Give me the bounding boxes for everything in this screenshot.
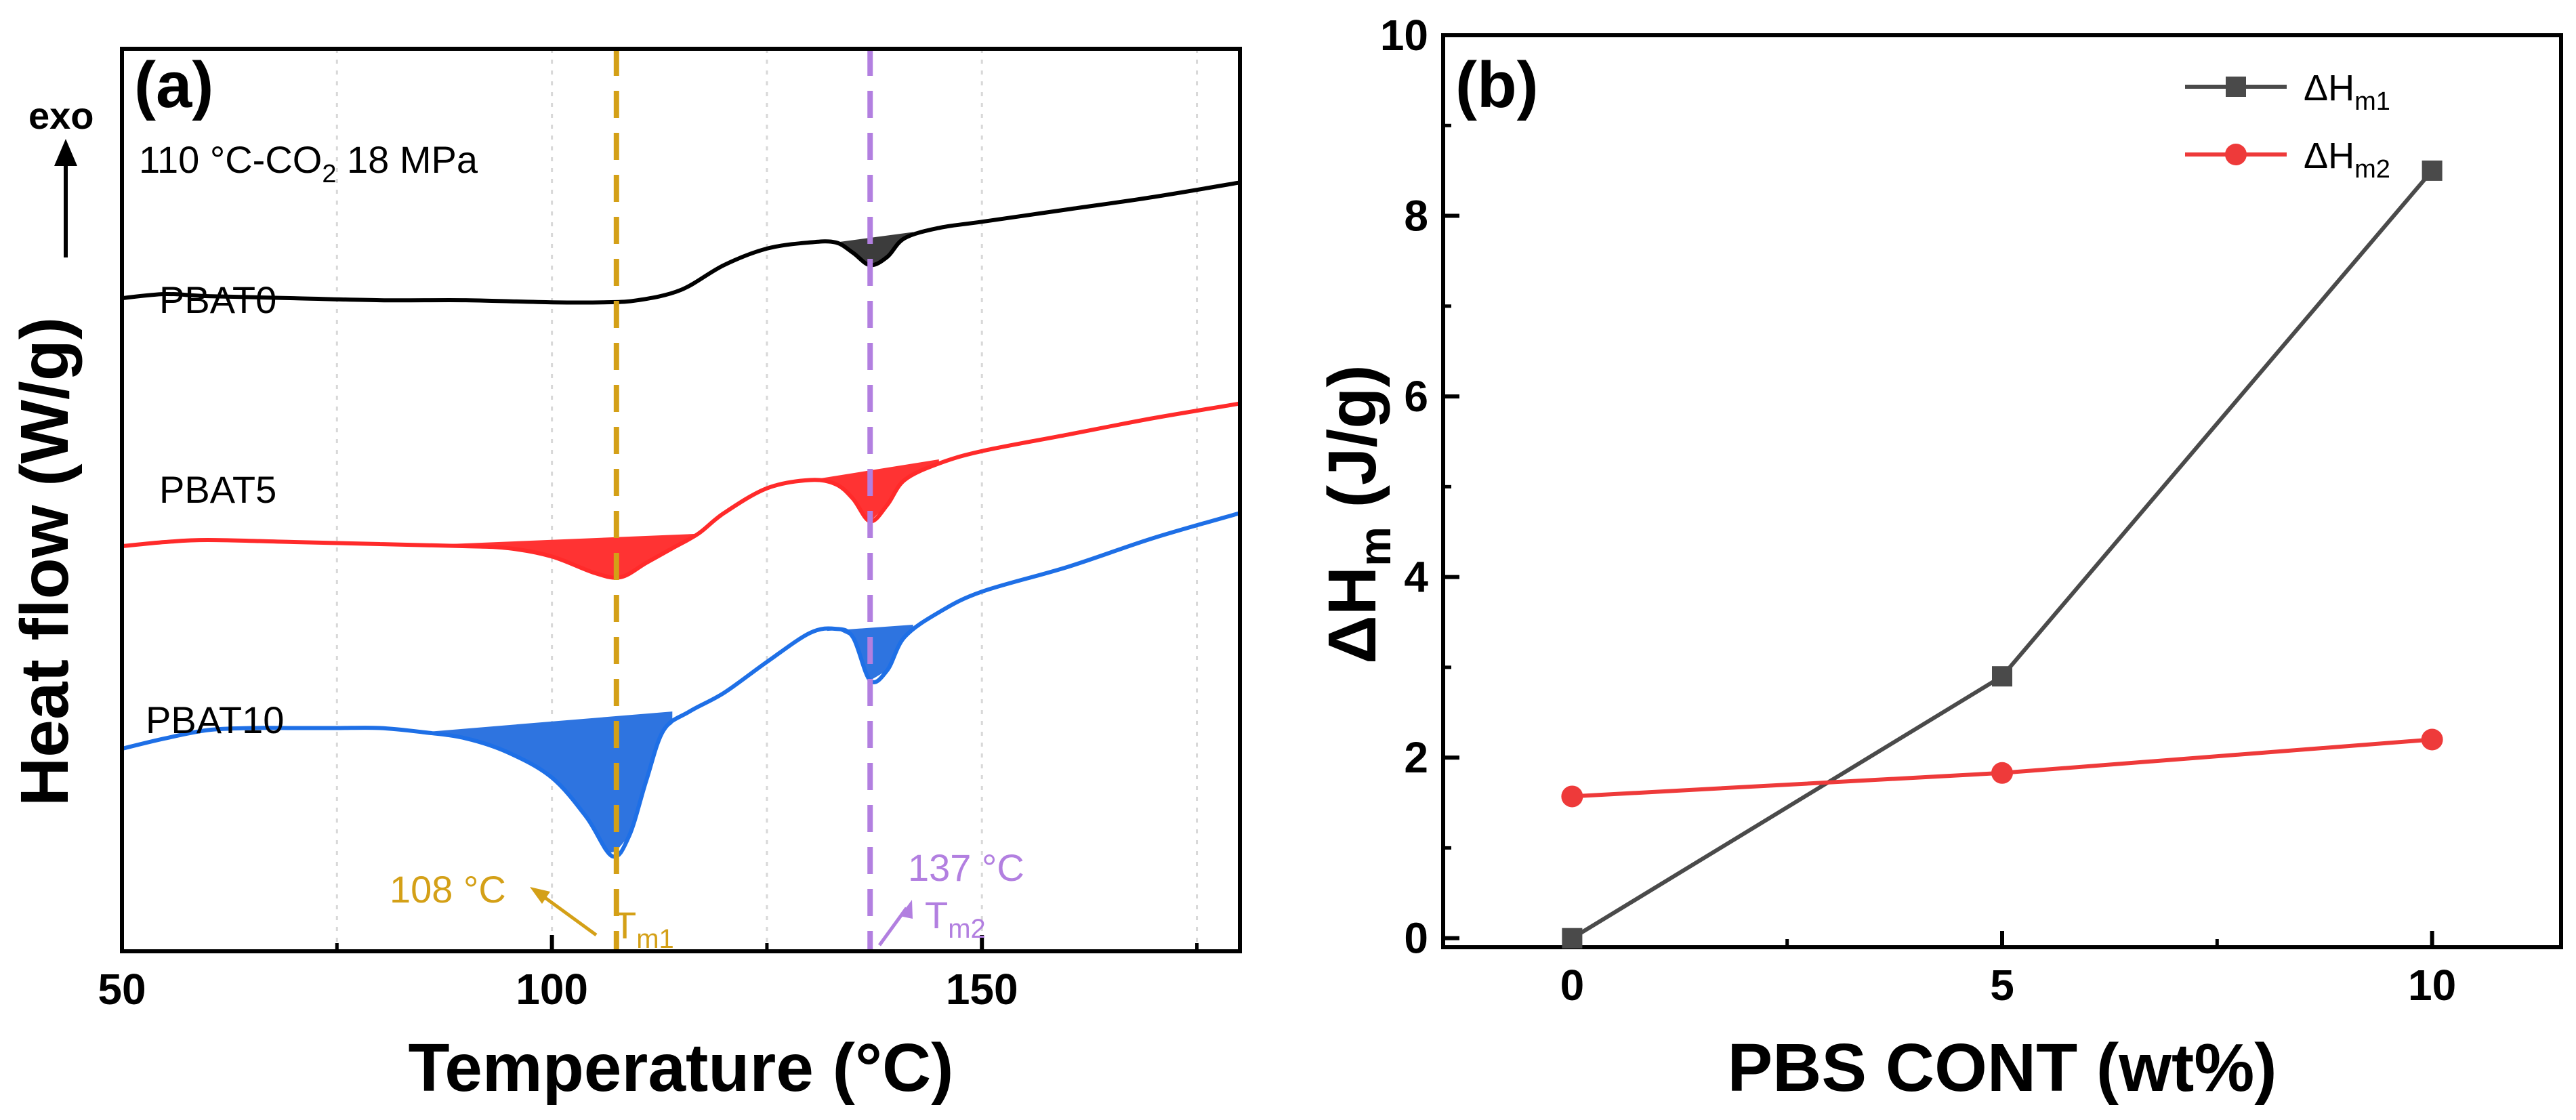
point-m1 bbox=[2422, 160, 2443, 181]
tm1-arrow-icon bbox=[530, 887, 550, 904]
curve-pbat0 bbox=[121, 180, 1241, 305]
b-x-axis-title: PBS CONT (wt%) bbox=[1727, 1030, 2277, 1106]
panel-b: 0 5 10 0 2 4 6 8 10 (b) PBS CONT (wt%) ΔHm (J/g)… bbox=[1314, 11, 2563, 1106]
a-plot-frame bbox=[120, 47, 1242, 953]
b-legend: ΔHm1 ΔHm2 bbox=[2185, 68, 2390, 184]
tm1-label: Tm1 bbox=[613, 904, 674, 954]
point-m1 bbox=[1562, 928, 1583, 949]
tm1-temperature-label: 108 °C bbox=[390, 868, 506, 911]
tm1-arrow-shaft bbox=[537, 891, 598, 937]
b-plot-frame bbox=[1441, 33, 2563, 949]
a-x-tick-label: 50 bbox=[98, 965, 146, 1014]
b-y-tick-label: 2 bbox=[1404, 733, 1428, 782]
point-m1 bbox=[1992, 666, 2012, 687]
tm2-label: Tm2 bbox=[925, 894, 986, 944]
b-x-tick-label: 10 bbox=[2408, 961, 2456, 1010]
b-y-tick-label: 8 bbox=[1404, 192, 1428, 241]
exo-arrow-icon bbox=[54, 139, 77, 166]
a-x-tick-label: 100 bbox=[516, 965, 588, 1014]
b-x-tick-label: 0 bbox=[1560, 961, 1585, 1010]
b-panel-label: (b) bbox=[1455, 49, 1539, 121]
exo-label: exo bbox=[28, 94, 94, 137]
curve-label-pbat10: PBAT10 bbox=[146, 699, 284, 741]
b-y-tick-label: 0 bbox=[1404, 914, 1428, 963]
b-axis-ticks: 0 5 10 0 2 4 6 8 10 bbox=[1380, 11, 2456, 1010]
b-y-tick-label: 4 bbox=[1404, 553, 1428, 602]
fill-region-pbat10-0 bbox=[423, 711, 673, 853]
fill-region-pbat5-0 bbox=[449, 533, 699, 577]
fill-region-pbat5-1 bbox=[810, 459, 939, 520]
legend-label-dhm1: ΔHm1 bbox=[2304, 68, 2390, 116]
b-series-markers bbox=[1561, 160, 2443, 949]
point-m2 bbox=[1561, 785, 1583, 808]
a-x-axis-title: Temperature (°C) bbox=[409, 1030, 954, 1106]
legend-label-dhm2: ΔHm2 bbox=[2304, 136, 2390, 184]
tm2-arrow-icon bbox=[900, 900, 913, 919]
a-panel-label: (a) bbox=[134, 49, 213, 121]
fill-region-pbat0-0 bbox=[835, 232, 913, 265]
curve-label-pbat0: PBAT0 bbox=[159, 278, 276, 321]
a-gridlines bbox=[335, 49, 1199, 951]
b-y-tick-label: 10 bbox=[1380, 11, 1428, 60]
point-m2 bbox=[2421, 728, 2443, 751]
a-y-axis-title: Heat flow (W/g) bbox=[7, 317, 83, 806]
tm2-temperature-label: 137 °C bbox=[908, 846, 1024, 889]
curve-label-pbat5: PBAT5 bbox=[159, 468, 276, 511]
b-y-axis-title: ΔHm (J/g) bbox=[1314, 365, 1400, 664]
b-series-lines bbox=[1571, 169, 2434, 940]
legend-marker-square-icon bbox=[2226, 77, 2246, 97]
curve-pbat5 bbox=[121, 401, 1241, 580]
panel-a: 50 100 150 (a) 110 °C-CO2 18 MPa PBAT0 PBA… bbox=[7, 47, 1242, 1106]
curve-pbat10 bbox=[121, 511, 1241, 859]
series-line-m1 bbox=[1571, 169, 2434, 940]
point-m2 bbox=[1991, 762, 2013, 784]
a-curves bbox=[121, 180, 1241, 859]
b-x-tick-label: 5 bbox=[1990, 961, 2014, 1010]
a-condition-label: 110 °C-CO2 18 MPa bbox=[139, 138, 478, 188]
b-y-tick-label: 6 bbox=[1404, 372, 1428, 421]
a-x-tick-label: 150 bbox=[946, 965, 1018, 1014]
a-x-ticks: 50 100 150 bbox=[98, 935, 1199, 1014]
a-reference-lines bbox=[613, 49, 873, 951]
legend-marker-circle-icon bbox=[2225, 144, 2247, 165]
